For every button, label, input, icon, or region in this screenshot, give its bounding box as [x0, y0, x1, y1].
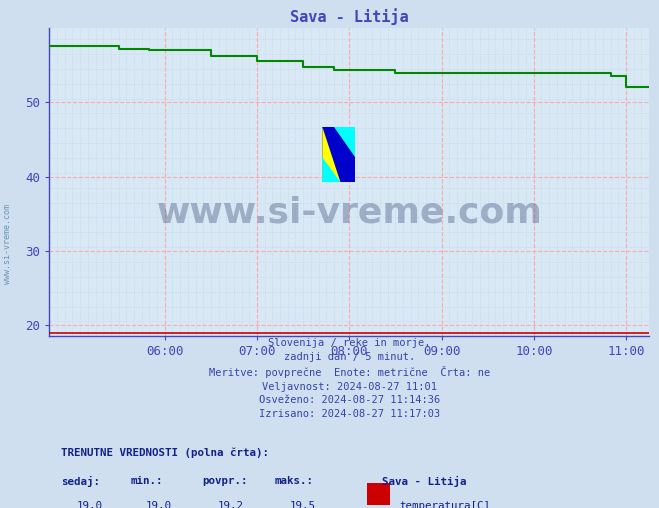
Text: 19,2: 19,2 [217, 501, 243, 508]
Text: min.:: min.: [130, 477, 163, 486]
Text: 19,0: 19,0 [76, 501, 102, 508]
Polygon shape [322, 126, 341, 182]
Text: Sava - Litija: Sava - Litija [382, 477, 467, 487]
Text: Slovenija / reke in morje.
zadnji dan / 5 minut.
Meritve: povprečne  Enote: metr: Slovenija / reke in morje. zadnji dan / … [209, 338, 490, 419]
Bar [367, 483, 390, 504]
Text: 19,0: 19,0 [146, 501, 171, 508]
Text: www.si-vreme.com: www.si-vreme.com [156, 196, 542, 230]
Bar [322, 126, 355, 182]
Polygon shape [334, 126, 355, 157]
Text: maks.:: maks.: [274, 477, 313, 486]
Text: 19,5: 19,5 [289, 501, 315, 508]
Polygon shape [322, 157, 341, 182]
Text: povpr.:: povpr.: [202, 477, 248, 486]
Text: temperatura[C]: temperatura[C] [399, 501, 490, 508]
Title: Sava - Litija: Sava - Litija [290, 9, 409, 25]
Text: sedaj:: sedaj: [61, 477, 100, 487]
Text: TRENUTNE VREDNOSTI (polna črta):: TRENUTNE VREDNOSTI (polna črta): [61, 448, 270, 458]
Text: www.si-vreme.com: www.si-vreme.com [3, 204, 13, 284]
